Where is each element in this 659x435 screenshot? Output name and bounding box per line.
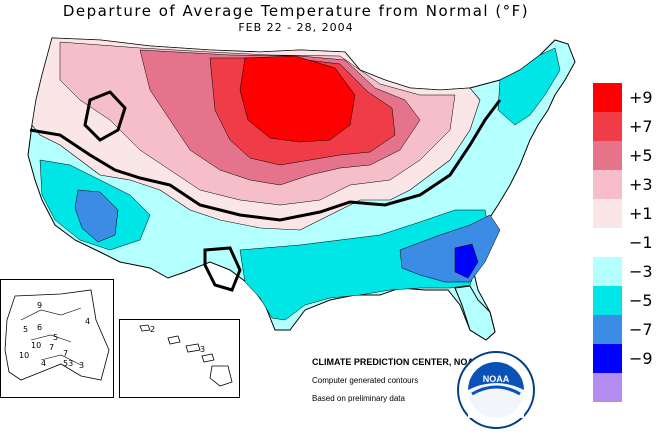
alaska-contour (20, 307, 82, 366)
alaska-inset: 9 5 6 5 4 10 10 7 7 4 53 3 (0, 279, 114, 398)
hawaii-map: 2 3 (139, 324, 233, 387)
alaska-label: 5 (23, 325, 28, 334)
legend-row: +7 (593, 112, 659, 141)
florida (454, 285, 496, 341)
zero-contour-nw (83, 90, 127, 142)
legend-row (593, 373, 659, 402)
legend-swatch (593, 170, 622, 199)
legend-row: +1 (593, 199, 659, 228)
map-title: Departure of Average Temperature from No… (62, 2, 530, 20)
credit-line-2: Based on preliminary data (312, 394, 405, 403)
legend-swatch (593, 257, 622, 286)
legend-row: −3 (593, 257, 659, 286)
logo-text: NOAA (483, 374, 510, 384)
cold-zone-west-core (74, 189, 119, 243)
alaska-label: 7 (49, 343, 54, 352)
legend-row: +3 (593, 170, 659, 199)
legend-swatch (593, 141, 622, 170)
warm-zone-peak (239, 55, 356, 143)
legend-label: +3 (629, 175, 653, 194)
hawaii-label: 2 (150, 325, 155, 334)
legend-label: +9 (629, 88, 653, 107)
color-legend: +9 +7 +5 +3 +1 −1 −3 −5 −7 −9 (593, 83, 659, 402)
legend-swatch (593, 344, 622, 373)
legend-swatch (593, 315, 622, 344)
alaska-label: 53 (63, 359, 73, 368)
legend-label: +7 (629, 117, 653, 136)
legend-row: +5 (593, 141, 659, 170)
hawaii-island (139, 324, 151, 332)
alaska-label: 7 (63, 349, 68, 358)
legend-swatch (593, 112, 622, 141)
map-subtitle: FEB 22 - 28, 2004 (238, 21, 354, 34)
alaska-outline (4, 289, 110, 381)
alaska-label: 6 (37, 323, 42, 332)
alaska-label: 3 (79, 361, 84, 370)
cold-zone-southeast-core (454, 243, 479, 279)
legend-row: −5 (593, 286, 659, 315)
legend-swatch (593, 373, 622, 402)
hawaii-island (185, 343, 201, 353)
zero-contour-sw (203, 246, 242, 292)
legend-label: −7 (629, 320, 653, 339)
alaska-map: 9 5 6 5 4 10 10 7 7 4 53 3 (4, 289, 110, 381)
alaska-label: 5 (53, 333, 58, 342)
alaska-label: 10 (31, 341, 41, 350)
hawaii-inset: 2 3 (119, 319, 240, 398)
cold-zone-south (239, 209, 491, 321)
legend-label: +1 (629, 204, 653, 223)
alaska-label: 4 (85, 317, 90, 326)
alaska-label: 9 (37, 301, 42, 310)
alaska-label: 4 (41, 359, 46, 368)
hawaii-island (167, 335, 181, 345)
credit-organization: CLIMATE PREDICTION CENTER, NOAA (312, 357, 481, 367)
legend-swatch (593, 286, 622, 315)
legend-row: −9 (593, 344, 659, 373)
legend-label: −3 (629, 262, 653, 281)
legend-label: +5 (629, 146, 653, 165)
cold-zone-northeast (497, 47, 561, 126)
hawaii-island (201, 353, 215, 363)
legend-swatch (593, 228, 622, 257)
legend-row: +9 (593, 83, 659, 112)
hawaii-island (209, 365, 233, 387)
legend-row: −1 (593, 228, 659, 257)
legend-label: −5 (629, 291, 653, 310)
legend-row: −7 (593, 315, 659, 344)
credit-line-1: Computer generated contours (312, 376, 419, 385)
hawaii-label: 3 (200, 345, 205, 354)
alaska-label: 10 (19, 351, 29, 360)
legend-swatch (593, 199, 622, 228)
legend-swatch (593, 83, 622, 112)
noaa-logo: NOAA (457, 351, 535, 429)
legend-label: −9 (629, 349, 653, 368)
legend-label: −1 (629, 233, 653, 252)
zero-contour (29, 99, 502, 222)
